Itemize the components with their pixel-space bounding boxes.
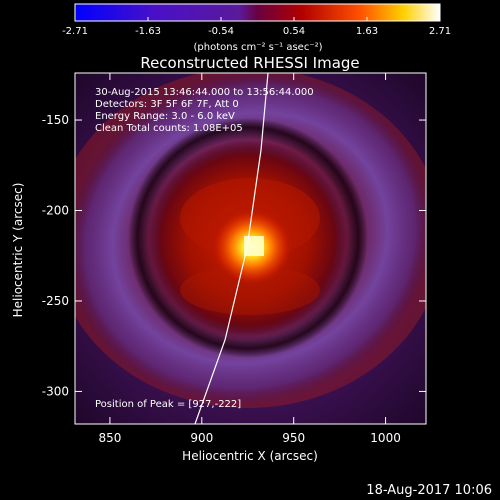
annotation-energy-range: Energy Range: 3.0 - 6.0 keV bbox=[95, 111, 235, 122]
x-axis-label: Heliocentric X (arcsec) bbox=[182, 449, 318, 463]
solar-limb-line bbox=[194, 73, 269, 424]
x-axis-ticks: 850 900 950 1000 bbox=[98, 73, 401, 445]
x-tick-label: 850 bbox=[98, 431, 121, 445]
annotation-clean-counts: Clean Total counts: 1.08E+05 bbox=[95, 123, 243, 134]
colorbar-tick-label: 2.71 bbox=[429, 26, 451, 37]
colorbar-label: (photons cm⁻² s⁻¹ asec⁻²) bbox=[193, 42, 322, 53]
heatmap-image bbox=[75, 73, 426, 424]
colorbar-tick-label: -2.71 bbox=[62, 26, 88, 37]
y-tick-label: -150 bbox=[42, 113, 69, 127]
x-tick-label: 950 bbox=[282, 431, 305, 445]
y-tick-label: -300 bbox=[42, 384, 69, 398]
colorbar-tick-label: 1.63 bbox=[356, 26, 378, 37]
y-axis-ticks: -150 -200 -250 -300 bbox=[42, 113, 426, 398]
x-tick-label: 900 bbox=[190, 431, 213, 445]
y-axis-label: Heliocentric Y (arcsec) bbox=[11, 183, 25, 318]
colorbar-tick-label: 0.54 bbox=[283, 26, 305, 37]
y-tick-label: -200 bbox=[42, 204, 69, 218]
plot-frame bbox=[74, 72, 427, 425]
annotation-time-range: 30-Aug-2015 13:46:44.000 to 13:56:44.000 bbox=[95, 87, 314, 98]
colorbar-ticks: -2.71 -1.63 -0.54 0.54 1.63 2.71 bbox=[62, 17, 451, 37]
y-tick-label: -250 bbox=[42, 294, 69, 308]
annotation-peak-position: Position of Peak = [927,-222] bbox=[95, 399, 241, 410]
x-tick-label: 1000 bbox=[370, 431, 401, 445]
colorbar-tick-label: -1.63 bbox=[135, 26, 161, 37]
chart-title: Reconstructed RHESSI Image bbox=[140, 54, 359, 72]
footer-timestamp: 18-Aug-2017 10:06 bbox=[366, 483, 492, 498]
colorbar bbox=[74, 3, 441, 22]
colorbar-tick-label: -0.54 bbox=[208, 26, 234, 37]
annotation-detectors: Detectors: 3F 5F 6F 7F, Att 0 bbox=[95, 99, 239, 110]
